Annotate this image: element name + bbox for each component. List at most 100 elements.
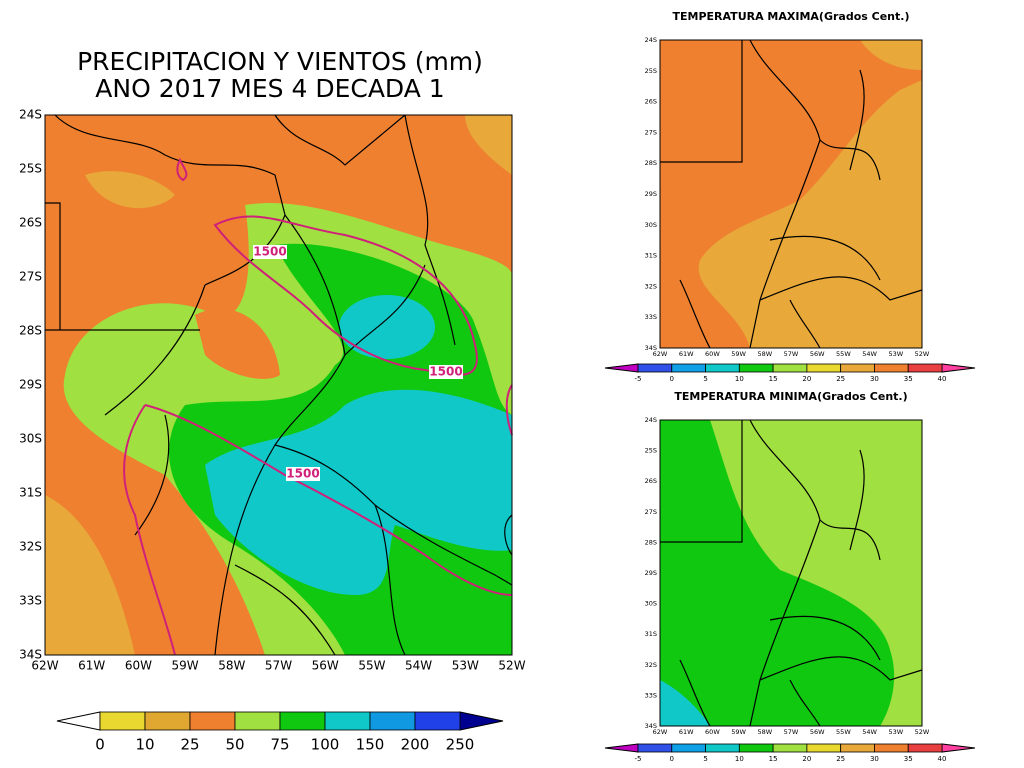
lat-label: 30S: [645, 600, 657, 608]
lat-label: 28S: [645, 159, 657, 167]
colorbar-label: 10: [735, 375, 744, 383]
colorbar-label: -5: [635, 375, 642, 383]
lat-label: 27S: [19, 270, 42, 284]
lon-label: 56W: [810, 350, 825, 358]
lon-label: 60W: [705, 728, 720, 736]
lat-label: 30S: [645, 221, 657, 229]
lat-label: 24S: [645, 36, 657, 44]
contour-label-bg: [429, 365, 463, 379]
lon-label: 61W: [679, 350, 694, 358]
lon-label: 59W: [172, 658, 199, 672]
contour-label: 1500: [429, 365, 462, 379]
colorbar-label: 30: [870, 375, 879, 383]
colorbar-label: 25: [836, 375, 845, 383]
lat-label: 26S: [645, 477, 657, 485]
colorbar-box: [369, 711, 416, 731]
lat-label: 26S: [645, 98, 657, 106]
lon-label: 57W: [265, 658, 292, 672]
lon-label: 52W: [498, 658, 525, 672]
lon-label: 54W: [405, 658, 432, 672]
lon-label: 52W: [915, 728, 930, 736]
map-frame: [44, 114, 513, 656]
colorbar-box: [324, 711, 371, 731]
lon-label: 53W: [452, 658, 479, 672]
lat-label: 25S: [645, 447, 657, 455]
colorbar-label: 35: [904, 755, 913, 763]
tmin-title: TEMPERATURA MINIMA(Grados Cent.): [674, 390, 907, 403]
colorbar-label: 100: [311, 736, 340, 754]
colorbar-under: [604, 363, 639, 373]
colorbar-label: 15: [769, 375, 778, 383]
colorbar-box: [806, 743, 842, 753]
colorbar-label: 5: [703, 755, 707, 763]
colorbar-box: [414, 711, 461, 731]
colorbar-label: 0: [670, 375, 674, 383]
lat-label: 29S: [19, 378, 42, 392]
lon-label: 62W: [653, 350, 668, 358]
lat-label: 31S: [19, 486, 42, 500]
colorbar-label: 150: [356, 736, 385, 754]
lat-label: 30S: [19, 432, 42, 446]
colorbar-under: [604, 743, 639, 753]
lon-label: 60W: [705, 350, 720, 358]
colorbar-box: [874, 743, 909, 753]
lat-label: 33S: [645, 691, 657, 699]
lon-label: 56W: [810, 728, 825, 736]
lat-label: 26S: [19, 216, 42, 230]
lon-label: 61W: [679, 728, 694, 736]
lon-label: 59W: [731, 350, 746, 358]
colorbar-box: [99, 711, 146, 731]
colorbar-box: [637, 743, 673, 753]
colorbar-label: 40: [938, 755, 947, 763]
lat-label: 25S: [19, 162, 42, 176]
colorbar-box: [738, 743, 774, 753]
colorbar-label: 20: [802, 755, 811, 763]
colorbar-box: [806, 363, 842, 373]
contour-label: 1500: [253, 245, 286, 259]
colorbar-box: [840, 743, 875, 753]
lon-label: 52W: [915, 350, 930, 358]
lon-label: 55W: [358, 658, 385, 672]
lon-label: 53W: [888, 728, 903, 736]
lat-label: 32S: [19, 540, 42, 554]
colorbar-box: [874, 363, 909, 373]
colorbar-over: [941, 743, 976, 753]
main-subtitle: ANO 2017 MES 4 DECADA 1: [95, 74, 444, 103]
map-frame: [659, 39, 923, 349]
colorbar-box: [772, 743, 808, 753]
colorbar-box: [144, 711, 191, 731]
map-frame: [659, 419, 923, 727]
colorbar-box: [840, 363, 875, 373]
lat-label: 34S: [645, 344, 657, 352]
lat-label: 24S: [19, 108, 42, 122]
lat-label: 31S: [645, 252, 657, 260]
colorbar-over: [941, 363, 976, 373]
colorbar-label: 10: [135, 736, 154, 754]
lat-label: 25S: [645, 67, 657, 75]
lon-label: 53W: [888, 350, 903, 358]
lat-label: 29S: [645, 569, 657, 577]
colorbar-label: -5: [635, 755, 642, 763]
colorbar-label: 10: [735, 755, 744, 763]
main-title: PRECIPITACION Y VIENTOS (mm): [77, 47, 483, 76]
contour-label: 1500: [286, 467, 319, 481]
colorbar-label: 25: [836, 755, 845, 763]
colorbar-label: 0: [95, 736, 105, 754]
lon-label: 61W: [78, 658, 105, 672]
lat-label: 27S: [645, 508, 657, 516]
lon-label: 54W: [862, 350, 877, 358]
contour-label-bg: [253, 245, 287, 259]
lat-label: 33S: [645, 313, 657, 321]
colorbar-label: 25: [180, 736, 199, 754]
lon-label: 62W: [31, 658, 58, 672]
lon-label: 60W: [125, 658, 152, 672]
colorbar-label: 20: [802, 375, 811, 383]
lat-label: 28S: [645, 538, 657, 546]
colorbar-over: [459, 711, 504, 731]
colorbar-label: 40: [938, 375, 947, 383]
colorbar-box: [772, 363, 808, 373]
lon-label: 55W: [836, 350, 851, 358]
colorbar-label: 15: [769, 755, 778, 763]
colorbar-under: [56, 711, 101, 731]
